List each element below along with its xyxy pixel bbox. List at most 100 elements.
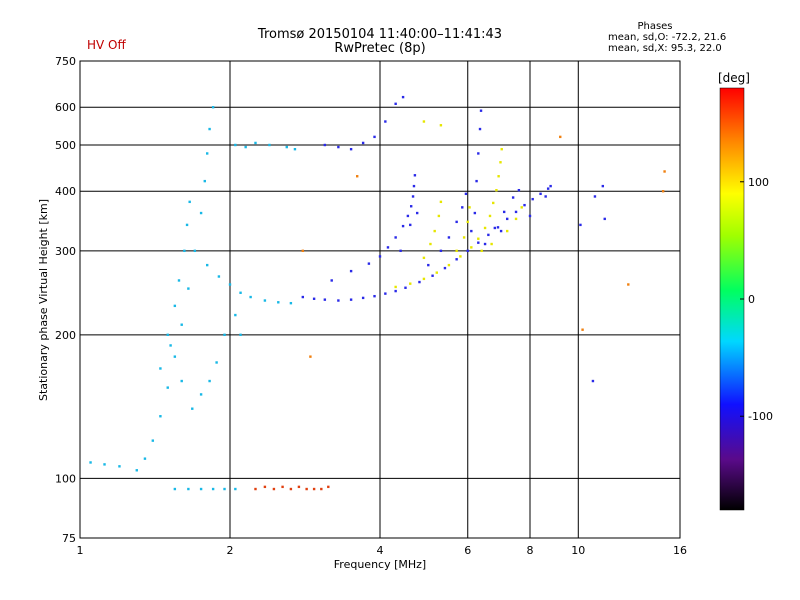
data-point [384, 120, 387, 123]
data-point [254, 487, 257, 491]
data-point [211, 487, 215, 491]
data-point [495, 188, 498, 192]
data-point [384, 292, 387, 295]
data-point [455, 249, 458, 253]
data-point [301, 295, 305, 299]
x-tick-label: 8 [527, 544, 534, 557]
data-point [429, 242, 432, 246]
data-point [447, 236, 451, 239]
data-point [406, 214, 410, 218]
data-point [135, 469, 138, 472]
data-point [478, 127, 482, 131]
data-point [234, 143, 237, 147]
data-point [215, 361, 218, 364]
data-point [443, 266, 447, 270]
phases-title: Phases [637, 21, 673, 32]
data-point [473, 211, 477, 215]
data-point [228, 283, 232, 286]
data-point [263, 485, 267, 489]
data-point [386, 246, 390, 249]
colorbar-tick-label: 100 [748, 176, 769, 189]
data-point [477, 241, 480, 244]
data-point [320, 487, 323, 491]
data-point [483, 226, 487, 230]
data-point [488, 214, 492, 218]
data-point [394, 289, 397, 293]
data-point [394, 236, 397, 239]
data-point [401, 95, 405, 99]
chart-title: Tromsø 20150104 11:40:00–11:41:43 [257, 27, 503, 42]
data-point [627, 283, 630, 286]
data-point [191, 407, 194, 410]
data-point [435, 271, 438, 274]
data-point [355, 175, 359, 178]
data-point [349, 147, 353, 151]
data-point [496, 226, 500, 229]
data-point [415, 211, 419, 215]
data-point [492, 201, 495, 205]
y-tick-label: 500 [55, 139, 76, 152]
data-point [103, 463, 106, 466]
data-point [361, 141, 365, 145]
data-point [511, 196, 515, 199]
phases-summary: Phases mean, sd,O: -72.2, 21.6 mean, sd,… [608, 21, 727, 54]
data-point [337, 299, 340, 302]
data-point [263, 299, 267, 302]
data-point [493, 226, 497, 230]
data-point [118, 465, 121, 468]
data-point [505, 217, 509, 221]
data-point [323, 143, 327, 147]
data-point [143, 457, 147, 460]
data-point [459, 255, 462, 258]
data-point [412, 184, 416, 188]
data-point [378, 255, 382, 258]
data-point [199, 487, 203, 491]
data-point [203, 179, 206, 183]
phases-x-mode: mean, sd,X: 95.3, 22.0 [608, 43, 722, 54]
data-point [404, 286, 407, 289]
data-point [500, 147, 503, 151]
data-point [159, 367, 162, 370]
data-point [466, 249, 469, 253]
data-point [603, 217, 606, 221]
data-point [447, 263, 451, 267]
data-point [285, 145, 288, 149]
data-point [499, 229, 503, 233]
y-axis-label: Stationary phase Virtual Height [km] [37, 199, 50, 401]
data-point [470, 229, 473, 233]
data-point [464, 192, 468, 196]
data-point [470, 246, 473, 249]
data-point [239, 291, 242, 294]
data-point [193, 249, 197, 253]
data-point [327, 485, 330, 489]
data-point [281, 485, 284, 489]
data-point [466, 220, 469, 224]
data-point [249, 295, 252, 299]
phases-o-mode: mean, sd,O: -72.2, 21.6 [608, 32, 727, 43]
data-point [559, 135, 562, 139]
data-point [661, 190, 665, 193]
data-point [401, 224, 405, 228]
data-point [223, 333, 226, 337]
y-tick-label: 750 [55, 55, 76, 68]
data-point [399, 249, 402, 253]
grid-layer [80, 61, 680, 538]
data-point [422, 120, 426, 123]
data-point [418, 280, 421, 284]
data-point [188, 200, 191, 204]
data-point [480, 249, 483, 253]
data-point [422, 256, 426, 260]
data-point [490, 242, 493, 246]
data-point [367, 262, 371, 265]
data-point [505, 229, 509, 233]
data-point [330, 279, 333, 282]
data-point [199, 393, 203, 396]
data-point [177, 279, 181, 282]
y-tick-label: 100 [55, 472, 76, 485]
data-point [579, 223, 582, 227]
data-point [183, 249, 186, 253]
data-point [166, 333, 169, 337]
data-point [349, 298, 353, 301]
data-point [277, 301, 280, 304]
data-point [462, 236, 466, 239]
